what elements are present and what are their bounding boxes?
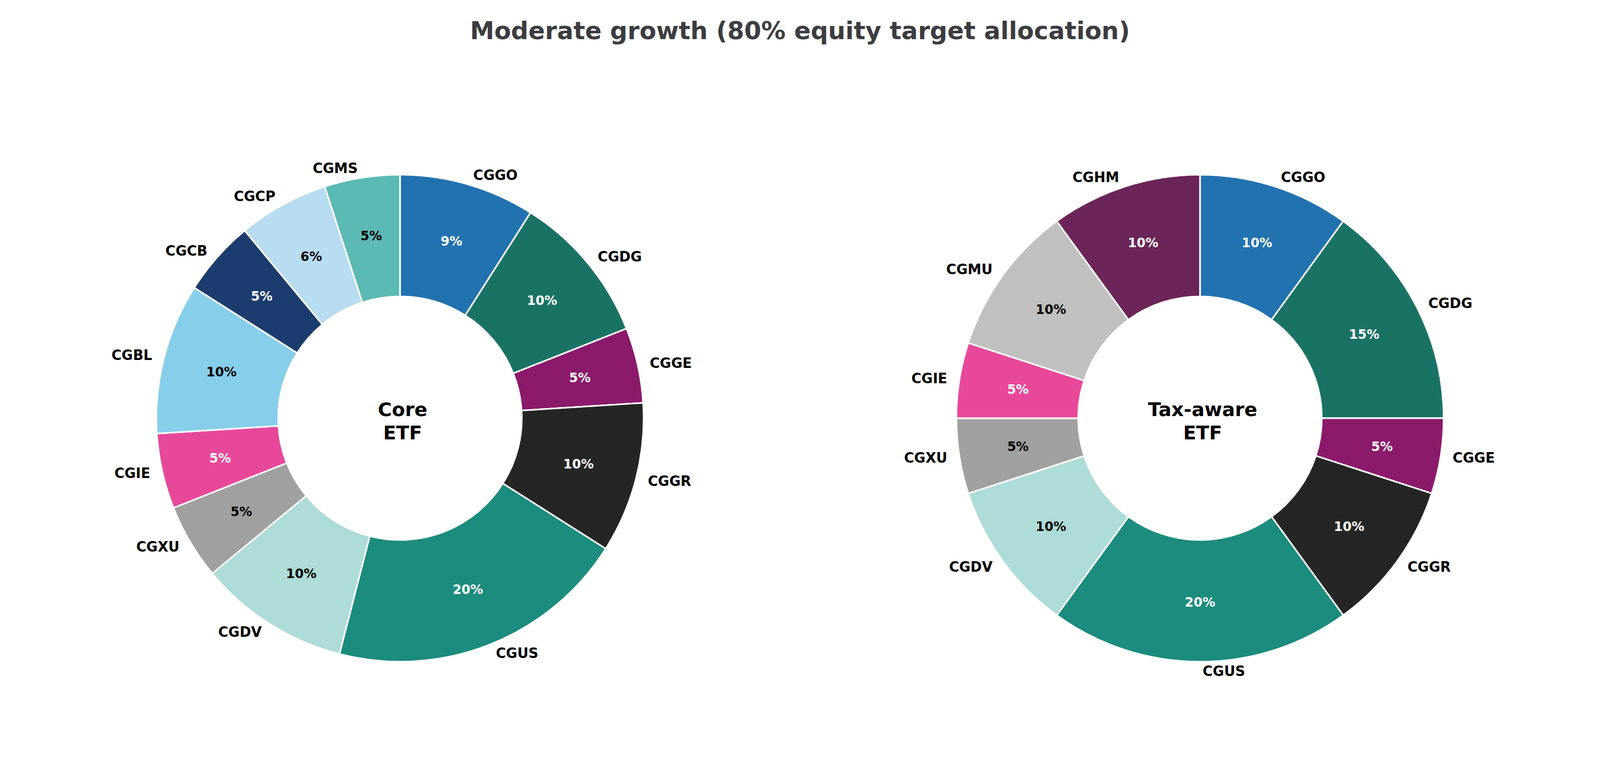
svg-text:5%: 5% xyxy=(360,228,382,244)
svg-text:CGGR: CGGR xyxy=(647,473,692,490)
svg-text:CGXU: CGXU xyxy=(904,450,948,467)
svg-text:CGUS: CGUS xyxy=(495,645,539,662)
svg-text:6%: 6% xyxy=(300,249,323,265)
svg-text:Core: Core xyxy=(378,398,428,421)
svg-text:CGGO: CGGO xyxy=(473,167,518,184)
svg-text:CGMU: CGMU xyxy=(946,261,993,278)
svg-text:10%: 10% xyxy=(206,364,237,380)
svg-text:ETF: ETF xyxy=(1183,422,1223,444)
svg-text:5%: 5% xyxy=(230,504,253,520)
svg-text:CGGR: CGGR xyxy=(1407,559,1451,576)
svg-text:10%: 10% xyxy=(1035,519,1066,535)
svg-text:CGDV: CGDV xyxy=(218,624,262,641)
svg-text:10%: 10% xyxy=(526,293,558,309)
svg-text:10%: 10% xyxy=(1127,235,1158,251)
svg-text:CGBL: CGBL xyxy=(111,347,153,364)
svg-text:CGUS: CGUS xyxy=(1202,663,1246,680)
svg-text:CGDV: CGDV xyxy=(949,559,993,576)
svg-text:5%: 5% xyxy=(209,451,231,467)
svg-text:ETF: ETF xyxy=(382,422,423,444)
svg-text:CGGE: CGGE xyxy=(1452,450,1496,467)
svg-text:10%: 10% xyxy=(1241,235,1273,251)
svg-text:9%: 9% xyxy=(440,234,463,249)
svg-text:10%: 10% xyxy=(285,566,317,582)
svg-text:CGCB: CGCB xyxy=(165,243,208,259)
svg-text:CGIE: CGIE xyxy=(911,370,948,387)
svg-text:5%: 5% xyxy=(568,370,591,386)
svg-text:CGXU: CGXU xyxy=(136,539,180,556)
svg-text:CGGO: CGGO xyxy=(1280,169,1326,186)
svg-text:CGDG: CGDG xyxy=(1428,295,1473,312)
svg-text:CGMS: CGMS xyxy=(312,160,358,177)
svg-text:10%: 10% xyxy=(563,457,594,472)
svg-text:20%: 20% xyxy=(452,582,484,598)
svg-text:5%: 5% xyxy=(1007,382,1030,398)
svg-text:CGHM: CGHM xyxy=(1072,169,1120,186)
svg-text:CGDG: CGDG xyxy=(597,248,642,265)
svg-text:5%: 5% xyxy=(1007,439,1030,455)
svg-text:5%: 5% xyxy=(1371,439,1393,455)
svg-text:Tax-aware: Tax-aware xyxy=(1148,398,1258,421)
svg-text:15%: 15% xyxy=(1348,327,1380,343)
svg-text:CGIE: CGIE xyxy=(114,465,151,482)
svg-text:20%: 20% xyxy=(1184,595,1215,611)
svg-text:10%: 10% xyxy=(1035,302,1066,318)
svg-text:10%: 10% xyxy=(1334,519,1365,535)
svg-text:CGCP: CGCP xyxy=(233,188,276,205)
svg-text:5%: 5% xyxy=(251,289,273,305)
svg-text:CGGE: CGGE xyxy=(649,355,693,372)
svg-text:Moderate growth (80% equity ta: Moderate growth (80% equity target alloc… xyxy=(469,16,1130,46)
